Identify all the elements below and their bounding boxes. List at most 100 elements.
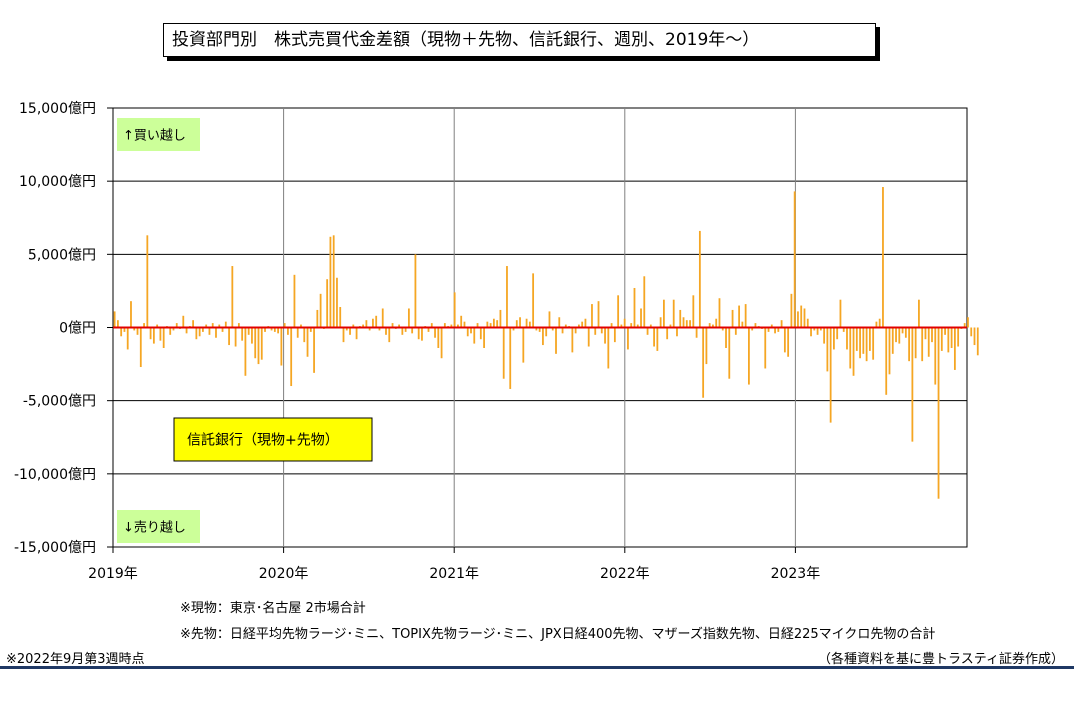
bar — [584, 318, 587, 328]
bar — [872, 327, 875, 360]
bar — [270, 327, 273, 331]
bar — [434, 327, 436, 338]
bar — [519, 317, 521, 328]
bar — [411, 327, 414, 334]
bar — [254, 327, 257, 359]
bar — [309, 327, 312, 332]
bar — [290, 327, 293, 387]
bar — [463, 321, 466, 328]
bar — [953, 327, 956, 370]
bar — [558, 317, 561, 328]
x-tick-label: 2022年 — [600, 566, 650, 582]
bar — [273, 327, 276, 332]
bar — [375, 315, 378, 328]
bar — [117, 320, 119, 328]
y-axis-labels: 15,000億円 10,000億円 5,000億円 0億円 -5,000億円 -10,00… — [14, 101, 96, 556]
bar — [620, 324, 623, 328]
bar — [502, 327, 505, 379]
bar — [453, 292, 456, 328]
bar — [512, 327, 515, 331]
bar — [787, 327, 790, 357]
bar — [783, 327, 786, 353]
bar — [234, 327, 237, 347]
bar — [663, 299, 665, 328]
bar — [597, 301, 600, 328]
bar — [810, 327, 812, 337]
bar — [205, 324, 208, 328]
bar — [790, 293, 793, 328]
bar — [244, 327, 247, 376]
bar — [698, 230, 701, 328]
bar — [293, 274, 296, 328]
bar — [679, 309, 682, 328]
bar — [813, 327, 816, 331]
y-tick-label: -10,000億円 — [14, 467, 96, 483]
bar — [319, 293, 322, 328]
bar — [944, 327, 946, 335]
bar — [152, 327, 155, 344]
x-tick-label: 2023年 — [771, 566, 821, 582]
bar — [362, 324, 365, 328]
bar — [882, 187, 884, 328]
bar — [332, 235, 335, 328]
bar — [221, 327, 224, 332]
x-tick-label: 2019年 — [88, 566, 138, 582]
bar — [349, 327, 351, 335]
bar — [934, 327, 937, 385]
bar — [702, 327, 705, 398]
bar — [721, 327, 724, 331]
bar — [460, 315, 463, 328]
bar — [339, 307, 342, 328]
bar — [414, 254, 417, 328]
series-legend: 信託銀行（現物+先物） — [173, 417, 373, 462]
bar — [852, 327, 855, 376]
bar — [754, 323, 757, 328]
bar — [793, 191, 796, 328]
bar — [976, 327, 979, 356]
bar — [914, 327, 917, 359]
bar — [296, 327, 299, 338]
bar — [169, 327, 172, 335]
bar — [548, 311, 551, 328]
bar — [555, 327, 557, 354]
bar — [120, 327, 123, 337]
bar — [574, 327, 577, 334]
bar — [764, 327, 767, 369]
bar — [283, 323, 286, 328]
bar — [918, 299, 920, 328]
bar — [535, 327, 538, 331]
bar — [260, 327, 263, 360]
bar — [162, 327, 165, 348]
bar — [316, 309, 319, 328]
bar — [617, 295, 620, 328]
bar — [198, 327, 201, 337]
bar — [636, 324, 639, 328]
bar — [257, 327, 260, 365]
y-tick-label: 0億円 — [59, 321, 96, 337]
bar — [973, 327, 976, 346]
bar — [486, 321, 489, 328]
bar — [591, 304, 593, 328]
bar — [685, 320, 688, 328]
bar — [931, 327, 933, 343]
bar — [901, 327, 904, 334]
y-tick-label: -5,000億円 — [23, 394, 96, 410]
bar — [712, 324, 714, 328]
bar — [823, 327, 826, 344]
bar — [224, 321, 227, 328]
bar — [734, 327, 737, 335]
bar — [950, 327, 953, 348]
bar — [306, 327, 309, 357]
bar — [659, 317, 662, 328]
bar — [862, 327, 865, 354]
bar — [192, 320, 194, 328]
bar — [156, 324, 159, 328]
bar — [437, 327, 440, 348]
bar — [653, 327, 655, 347]
bar — [692, 295, 695, 328]
bar — [898, 327, 901, 344]
buy-annotation: ↑買い越し — [117, 118, 200, 151]
bar — [251, 327, 253, 344]
bar — [607, 327, 610, 369]
